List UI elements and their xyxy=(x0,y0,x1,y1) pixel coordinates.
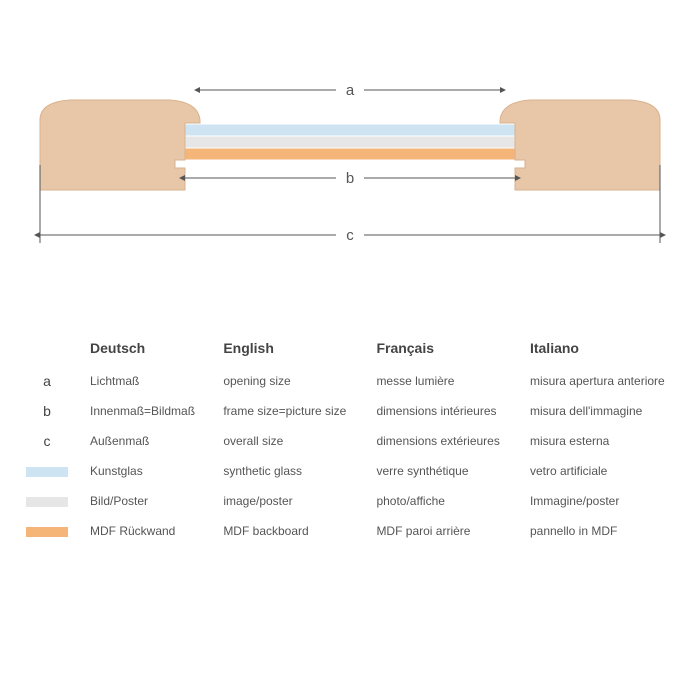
legend-cell-3-2: verre synthétique xyxy=(368,456,522,486)
legend-cell-2-0: Außenmaß xyxy=(82,426,215,456)
legend-cell-1-3: misura dell'immagine xyxy=(522,396,688,426)
legend-cell-4-0: Bild/Poster xyxy=(82,486,215,516)
legend-cell-2-1: overall size xyxy=(215,426,368,456)
legend-cell-1-2: dimensions intérieures xyxy=(368,396,522,426)
legend-cell-2-2: dimensions extérieures xyxy=(368,426,522,456)
legend-cell-0-0: Lichtmaß xyxy=(82,366,215,396)
legend-cell-0-3: misura apertura anteriore xyxy=(522,366,688,396)
frame-profile-left xyxy=(40,100,200,190)
layer-backboard xyxy=(186,149,514,159)
legend-cell-5-0: MDF Rückwand xyxy=(82,516,215,546)
legend-cell-1-1: frame size=picture size xyxy=(215,396,368,426)
legend-key-4 xyxy=(12,486,82,516)
legend-cell-2-3: misura esterna xyxy=(522,426,688,456)
swatch-glass xyxy=(26,467,68,477)
legend-cell-0-2: messe lumière xyxy=(368,366,522,396)
legend-cell-3-1: synthetic glass xyxy=(215,456,368,486)
swatch-poster xyxy=(26,497,68,507)
legend-header-2: Français xyxy=(368,340,522,366)
dim-label-c: c xyxy=(346,227,354,244)
legend-cell-0-1: opening size xyxy=(215,366,368,396)
legend-cell-5-2: MDF paroi arrière xyxy=(368,516,522,546)
legend-cell-3-3: vetro artificiale xyxy=(522,456,688,486)
frame-cross-section-diagram: a b c xyxy=(30,70,670,260)
dim-label-a: a xyxy=(346,82,355,99)
legend-cell-4-1: image/poster xyxy=(215,486,368,516)
legend-cell-5-3: pannello in MDF xyxy=(522,516,688,546)
legend-cell-5-1: MDF backboard xyxy=(215,516,368,546)
legend-cell-4-2: photo/affiche xyxy=(368,486,522,516)
legend-key-3 xyxy=(12,456,82,486)
legend-key-1: b xyxy=(12,396,82,426)
layer-poster xyxy=(186,137,514,147)
legend-table: DeutschEnglishFrançaisItaliano aLichtmaß… xyxy=(12,340,688,546)
legend-cell-3-0: Kunstglas xyxy=(82,456,215,486)
legend-header-1: English xyxy=(215,340,368,366)
layer-glass xyxy=(186,125,514,135)
legend-header-0: Deutsch xyxy=(82,340,215,366)
swatch-backboard xyxy=(26,527,68,537)
legend-header-3: Italiano xyxy=(522,340,688,366)
legend-key-0: a xyxy=(12,366,82,396)
legend-key-2: c xyxy=(12,426,82,456)
frame-profile-right xyxy=(500,100,660,190)
legend-cell-1-0: Innenmaß=Bildmaß xyxy=(82,396,215,426)
legend-cell-4-3: Immagine/poster xyxy=(522,486,688,516)
dim-label-b: b xyxy=(346,170,354,187)
legend-key-5 xyxy=(12,516,82,546)
